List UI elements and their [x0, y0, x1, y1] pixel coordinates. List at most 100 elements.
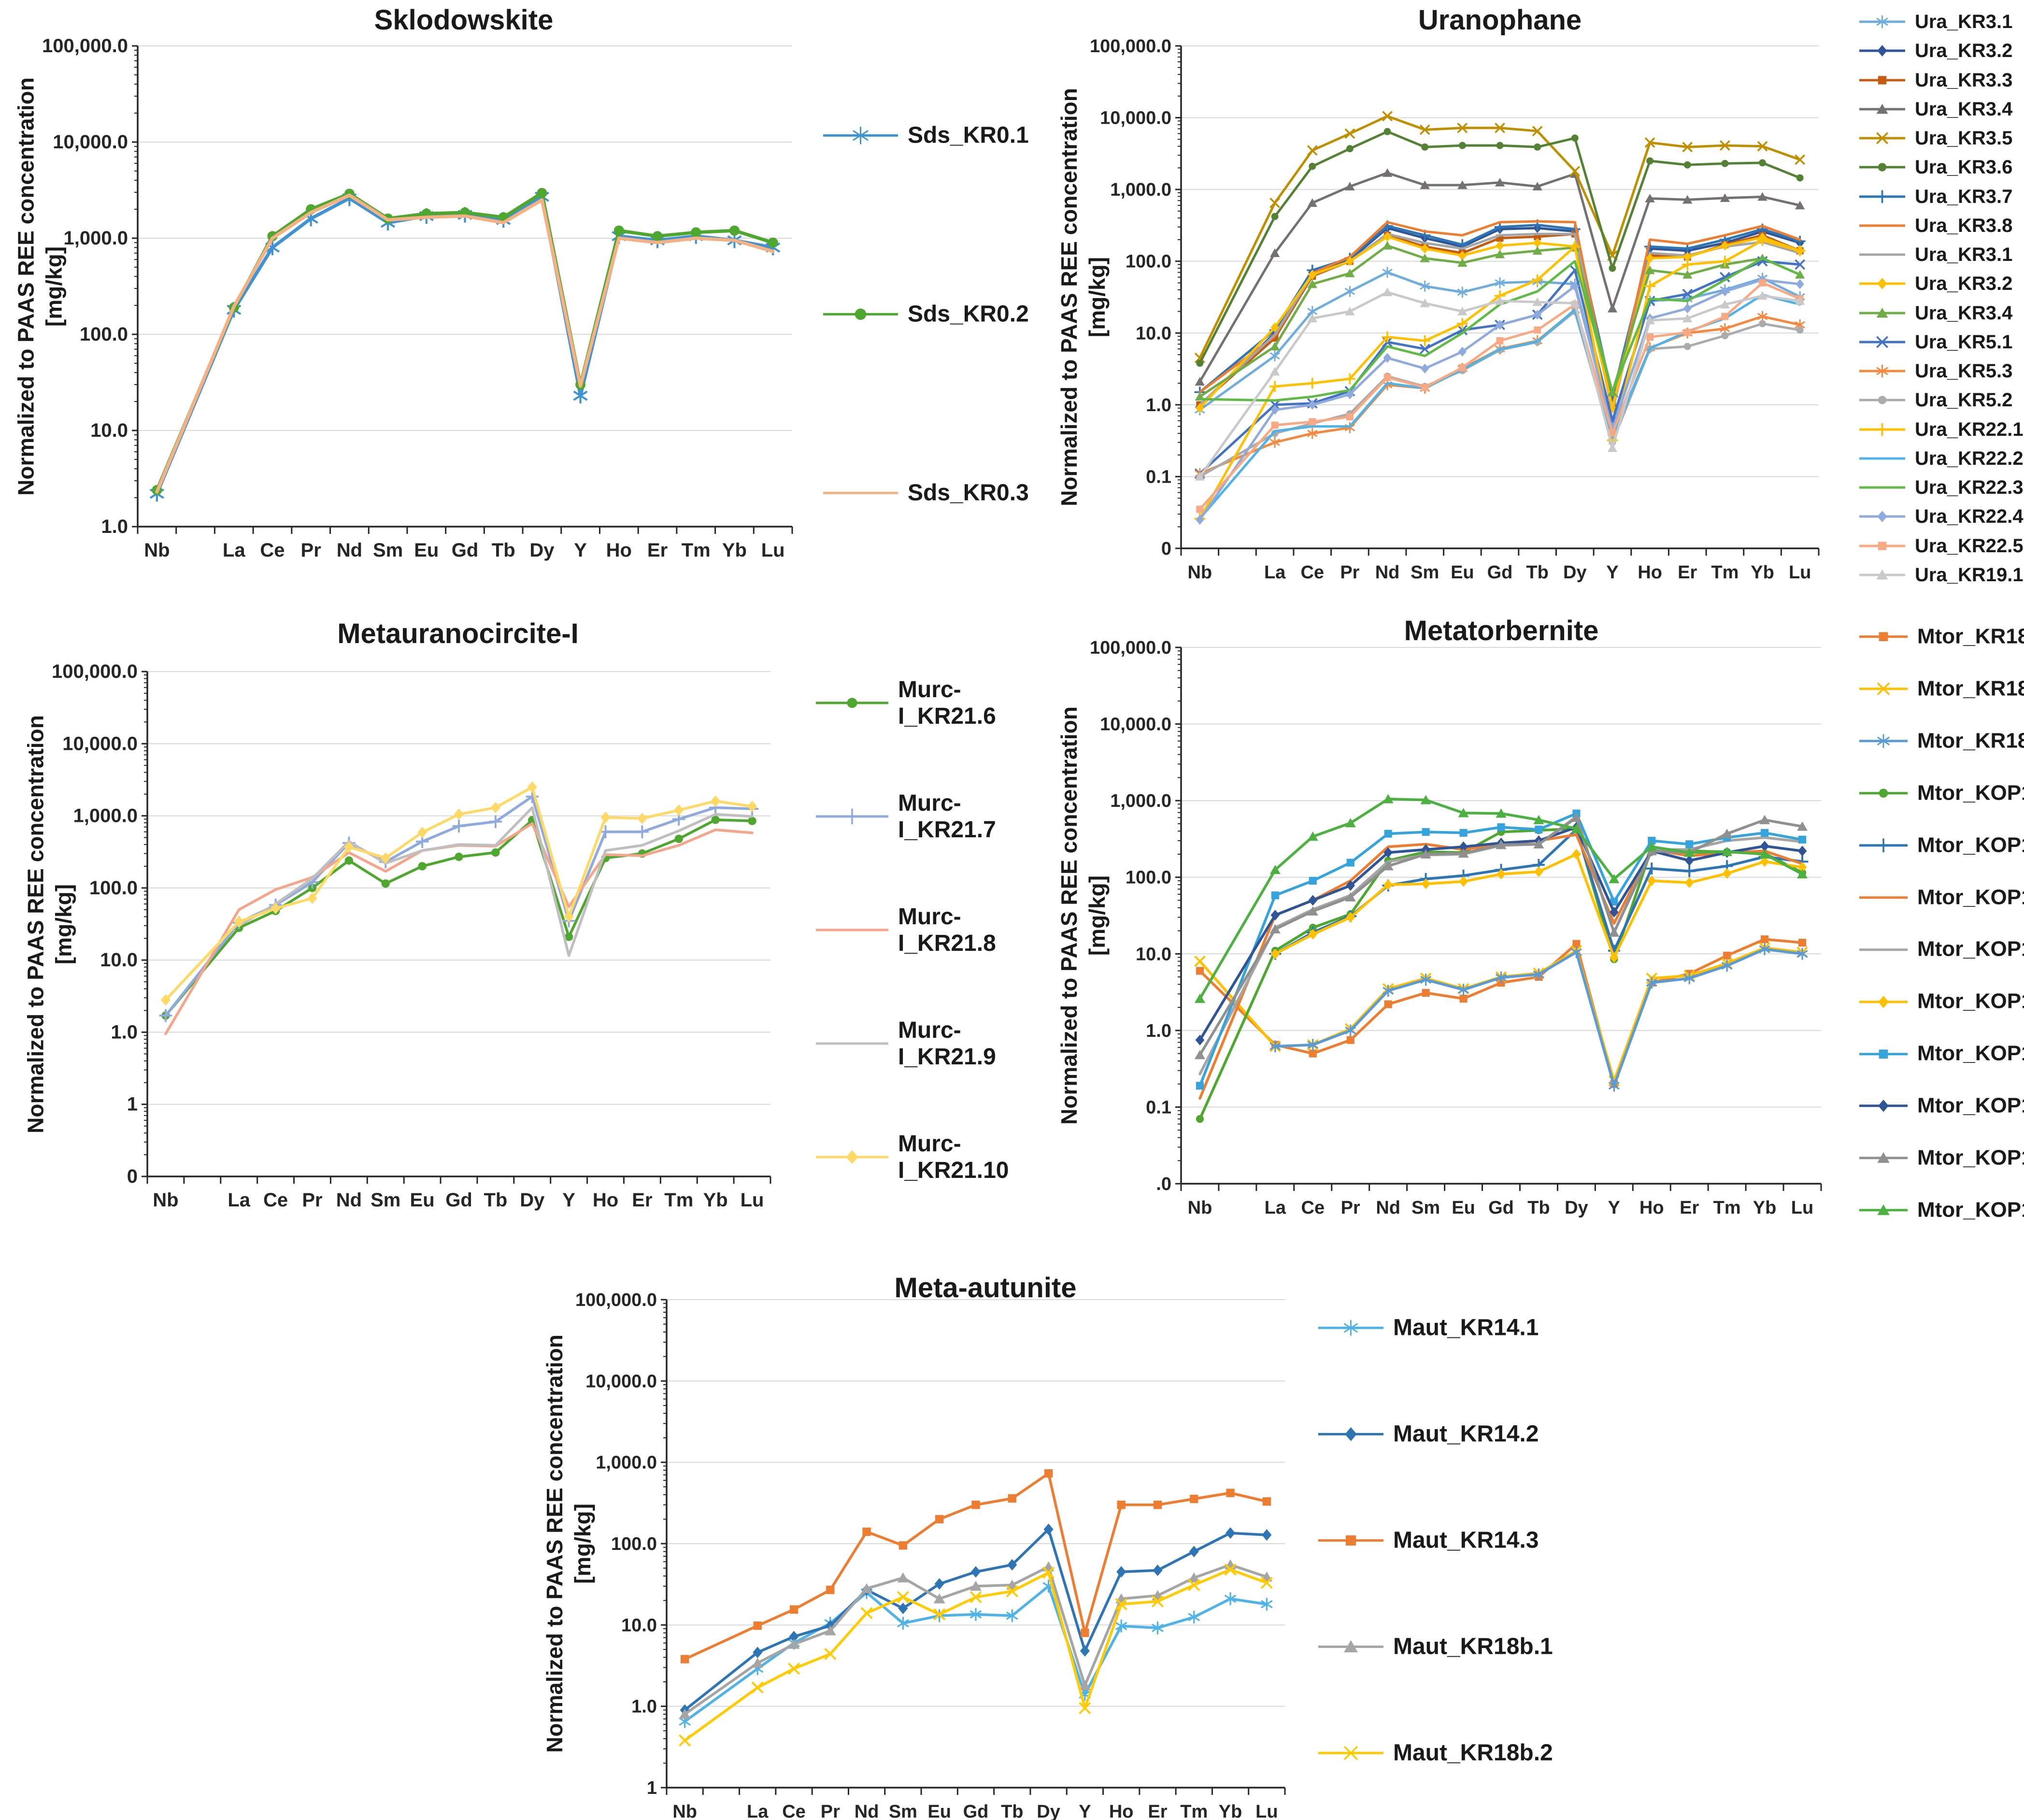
- legend-marker-plus-icon: [816, 808, 888, 825]
- svg-text:Ho: Ho: [606, 540, 632, 561]
- y-axis-title-text: Normalized to PAAS REE concentration: [1056, 88, 1082, 506]
- legend-label: Maut_KR14.1: [1393, 1315, 1539, 1341]
- legend-label: Ura_KR3.3: [1915, 69, 2013, 91]
- legend-item-ura-kr3-7: Ura_KR3.7: [1857, 186, 2012, 208]
- legend-marker-none-icon: [1859, 253, 1905, 256]
- y-axis-title-text: Normalized to PAAS REE concentration: [23, 715, 48, 1133]
- svg-text:Y: Y: [1606, 562, 1618, 583]
- legend-label: Ura_KR3.1: [1915, 11, 2013, 32]
- y-axis-title-units: [mg/kg]: [570, 1503, 595, 1584]
- y-axis-title-units: [mg/kg]: [41, 246, 66, 327]
- legend-item-ura-kr3-1: Ura_KR3.1: [1857, 11, 2012, 33]
- svg-text:Sm: Sm: [373, 540, 403, 561]
- legend-item-murc-i-kr21-6: Murc-I_KR21.6: [814, 676, 996, 730]
- chart-title-meta-autunite: Meta-autunite: [894, 1272, 1077, 1304]
- svg-text:Er: Er: [1680, 1198, 1699, 1218]
- legend-marker-circle-icon: [1859, 788, 1908, 798]
- svg-text:Gd: Gd: [452, 540, 479, 561]
- svg-text:Pr: Pr: [821, 1802, 840, 1820]
- svg-text:Yb: Yb: [703, 1189, 728, 1211]
- legend-label: Ura_KR19.1: [1915, 564, 2024, 586]
- legend-marker-none-icon: [823, 491, 898, 494]
- svg-text:Eu: Eu: [414, 540, 439, 561]
- svg-text:1.0: 1.0: [111, 1021, 138, 1043]
- svg-text:100,000.0: 100,000.0: [42, 35, 128, 57]
- legend-label: Ura_KR22.3: [1915, 477, 2024, 499]
- svg-text:100,000.0: 100,000.0: [52, 661, 138, 682]
- svg-text:10,000.0: 10,000.0: [1100, 108, 1171, 129]
- y-axis-title-units: [mg/kg]: [1084, 875, 1110, 956]
- legend-item-mtor-kr18a-2: Mtor_KR18a.2: [1857, 677, 2024, 702]
- legend-marker-asterisk-icon: [1859, 364, 1905, 378]
- svg-text:La: La: [1265, 1198, 1286, 1218]
- svg-text:10.0: 10.0: [621, 1615, 657, 1635]
- svg-text:1.0: 1.0: [1146, 1021, 1171, 1041]
- chart-title-metatorbernite: Metatorbernite: [1404, 615, 1599, 646]
- legend-label: Ura_KR22.4: [1915, 506, 2024, 528]
- legend-item-ura-kr3-8: Ura_KR3.8: [1857, 215, 2012, 237]
- legend-marker-plus-icon: [1859, 190, 1905, 203]
- legend-item-maut-kr14-3: Maut_KR14.3: [1316, 1527, 1539, 1553]
- legend-label: Murc-I_KR21.7: [898, 790, 996, 843]
- svg-text:Eu: Eu: [1451, 562, 1474, 583]
- legend-label: Mtor_KR18a.1: [1917, 624, 2024, 648]
- legend-item-mtor-kop12-7: Mtor_KOP12.7: [1857, 1146, 2024, 1171]
- legend-label: Mtor_KOP12.1: [1917, 833, 2024, 857]
- legend-item-mtor-kop12-6: Mtor_KOP12.6: [1857, 1094, 2024, 1118]
- svg-text:Dy: Dy: [520, 1189, 545, 1211]
- y-axis-title-text: Normalized to PAAS REE concentration: [542, 1334, 567, 1753]
- legend-item-ura-kr19-1: Ura_KR19.1: [1857, 564, 2024, 586]
- legend-label: Ura_KR3.2: [1915, 273, 2013, 295]
- legend-label: Murc-I_KR21.10: [898, 1131, 1009, 1183]
- legend-item-ura-kr3-2: Ura_KR3.2: [1857, 40, 2012, 62]
- legend-label: Mtor_KOP12.2: [1917, 781, 2024, 805]
- svg-text:10.0: 10.0: [1136, 323, 1171, 344]
- y-axis-title-units: [mg/kg]: [50, 884, 76, 964]
- legend-marker-none-icon: [1859, 486, 1905, 489]
- legend-item-mtor-kr18a-3: Mtor_KR18a.3: [1857, 729, 2024, 754]
- svg-text:Tb: Tb: [1527, 1198, 1550, 1218]
- svg-text:Nb: Nb: [672, 1802, 697, 1820]
- svg-text:Lu: Lu: [741, 1189, 764, 1211]
- svg-text:Nb: Nb: [144, 540, 170, 561]
- svg-text:Lu: Lu: [1255, 1802, 1278, 1820]
- legend-item-ura-kr3-1: Ura_KR3.1: [1857, 244, 2012, 266]
- legend-item-ura-kr22-1: Ura_KR22.1: [1857, 418, 2024, 441]
- svg-text:Ce: Ce: [1301, 1198, 1325, 1218]
- legend-label: Ura_KR5.3: [1915, 360, 2013, 382]
- svg-text:Yb: Yb: [722, 540, 747, 561]
- legend-marker-asterisk-icon: [1318, 1319, 1383, 1336]
- legend-label: Ura_KR3.4: [1915, 98, 2013, 120]
- svg-text:100.0: 100.0: [1126, 868, 1171, 888]
- chart-title-metauranocircite: Metauranocircite-I: [337, 618, 579, 649]
- legend-marker-none-icon: [1859, 896, 1908, 899]
- svg-text:Tm: Tm: [1713, 1198, 1741, 1218]
- legend-marker-triangle-icon: [1318, 1640, 1383, 1652]
- legend-item-mtor-kop12-5: Mtor_KOP12.5: [1857, 1042, 2024, 1066]
- legend-item-mtor-kr18a-1: Mtor_KR18a.1: [1857, 625, 2024, 649]
- svg-text:Ho: Ho: [593, 1189, 618, 1211]
- svg-text:Gd: Gd: [445, 1189, 472, 1211]
- svg-text:10,000.0: 10,000.0: [585, 1371, 657, 1391]
- legend-marker-triangle-icon: [1859, 569, 1905, 580]
- legend-label: Mtor_KOP12.3: [1917, 937, 2024, 961]
- legend-marker-triangle-icon: [1859, 1204, 1908, 1216]
- legend-marker-square-icon: [1859, 542, 1905, 550]
- svg-text:10.0: 10.0: [1136, 944, 1171, 964]
- legend-marker-square-icon: [1859, 75, 1905, 85]
- svg-text:1.0: 1.0: [101, 516, 128, 537]
- legend-label: Mtor_KOP12.8: [1917, 1198, 2024, 1222]
- legend-item-maut-kr18b-1: Maut_KR18b.1: [1316, 1633, 1553, 1660]
- legend-marker-plus-icon: [1859, 423, 1905, 436]
- svg-text:Tm: Tm: [682, 540, 711, 561]
- svg-text:Lu: Lu: [1791, 1198, 1813, 1218]
- svg-text:10.0: 10.0: [100, 949, 138, 971]
- legend-item-murc-i-kr21-9: Murc-I_KR21.9: [814, 1017, 996, 1070]
- svg-text:Gd: Gd: [963, 1802, 989, 1820]
- legend-item-mtor-kop12-4: Mtor_KOP12.4: [1857, 989, 2024, 1014]
- y-axis-title-metauranocircite: Normalized to PAAS REE concentration [mg…: [22, 652, 85, 1196]
- legend-marker-diamond-icon: [1859, 1100, 1908, 1112]
- legend-item-ura-kr3-6: Ura_KR3.6: [1857, 156, 2012, 178]
- svg-text:Nd: Nd: [855, 1802, 879, 1820]
- svg-text:1,000.0: 1,000.0: [73, 805, 138, 827]
